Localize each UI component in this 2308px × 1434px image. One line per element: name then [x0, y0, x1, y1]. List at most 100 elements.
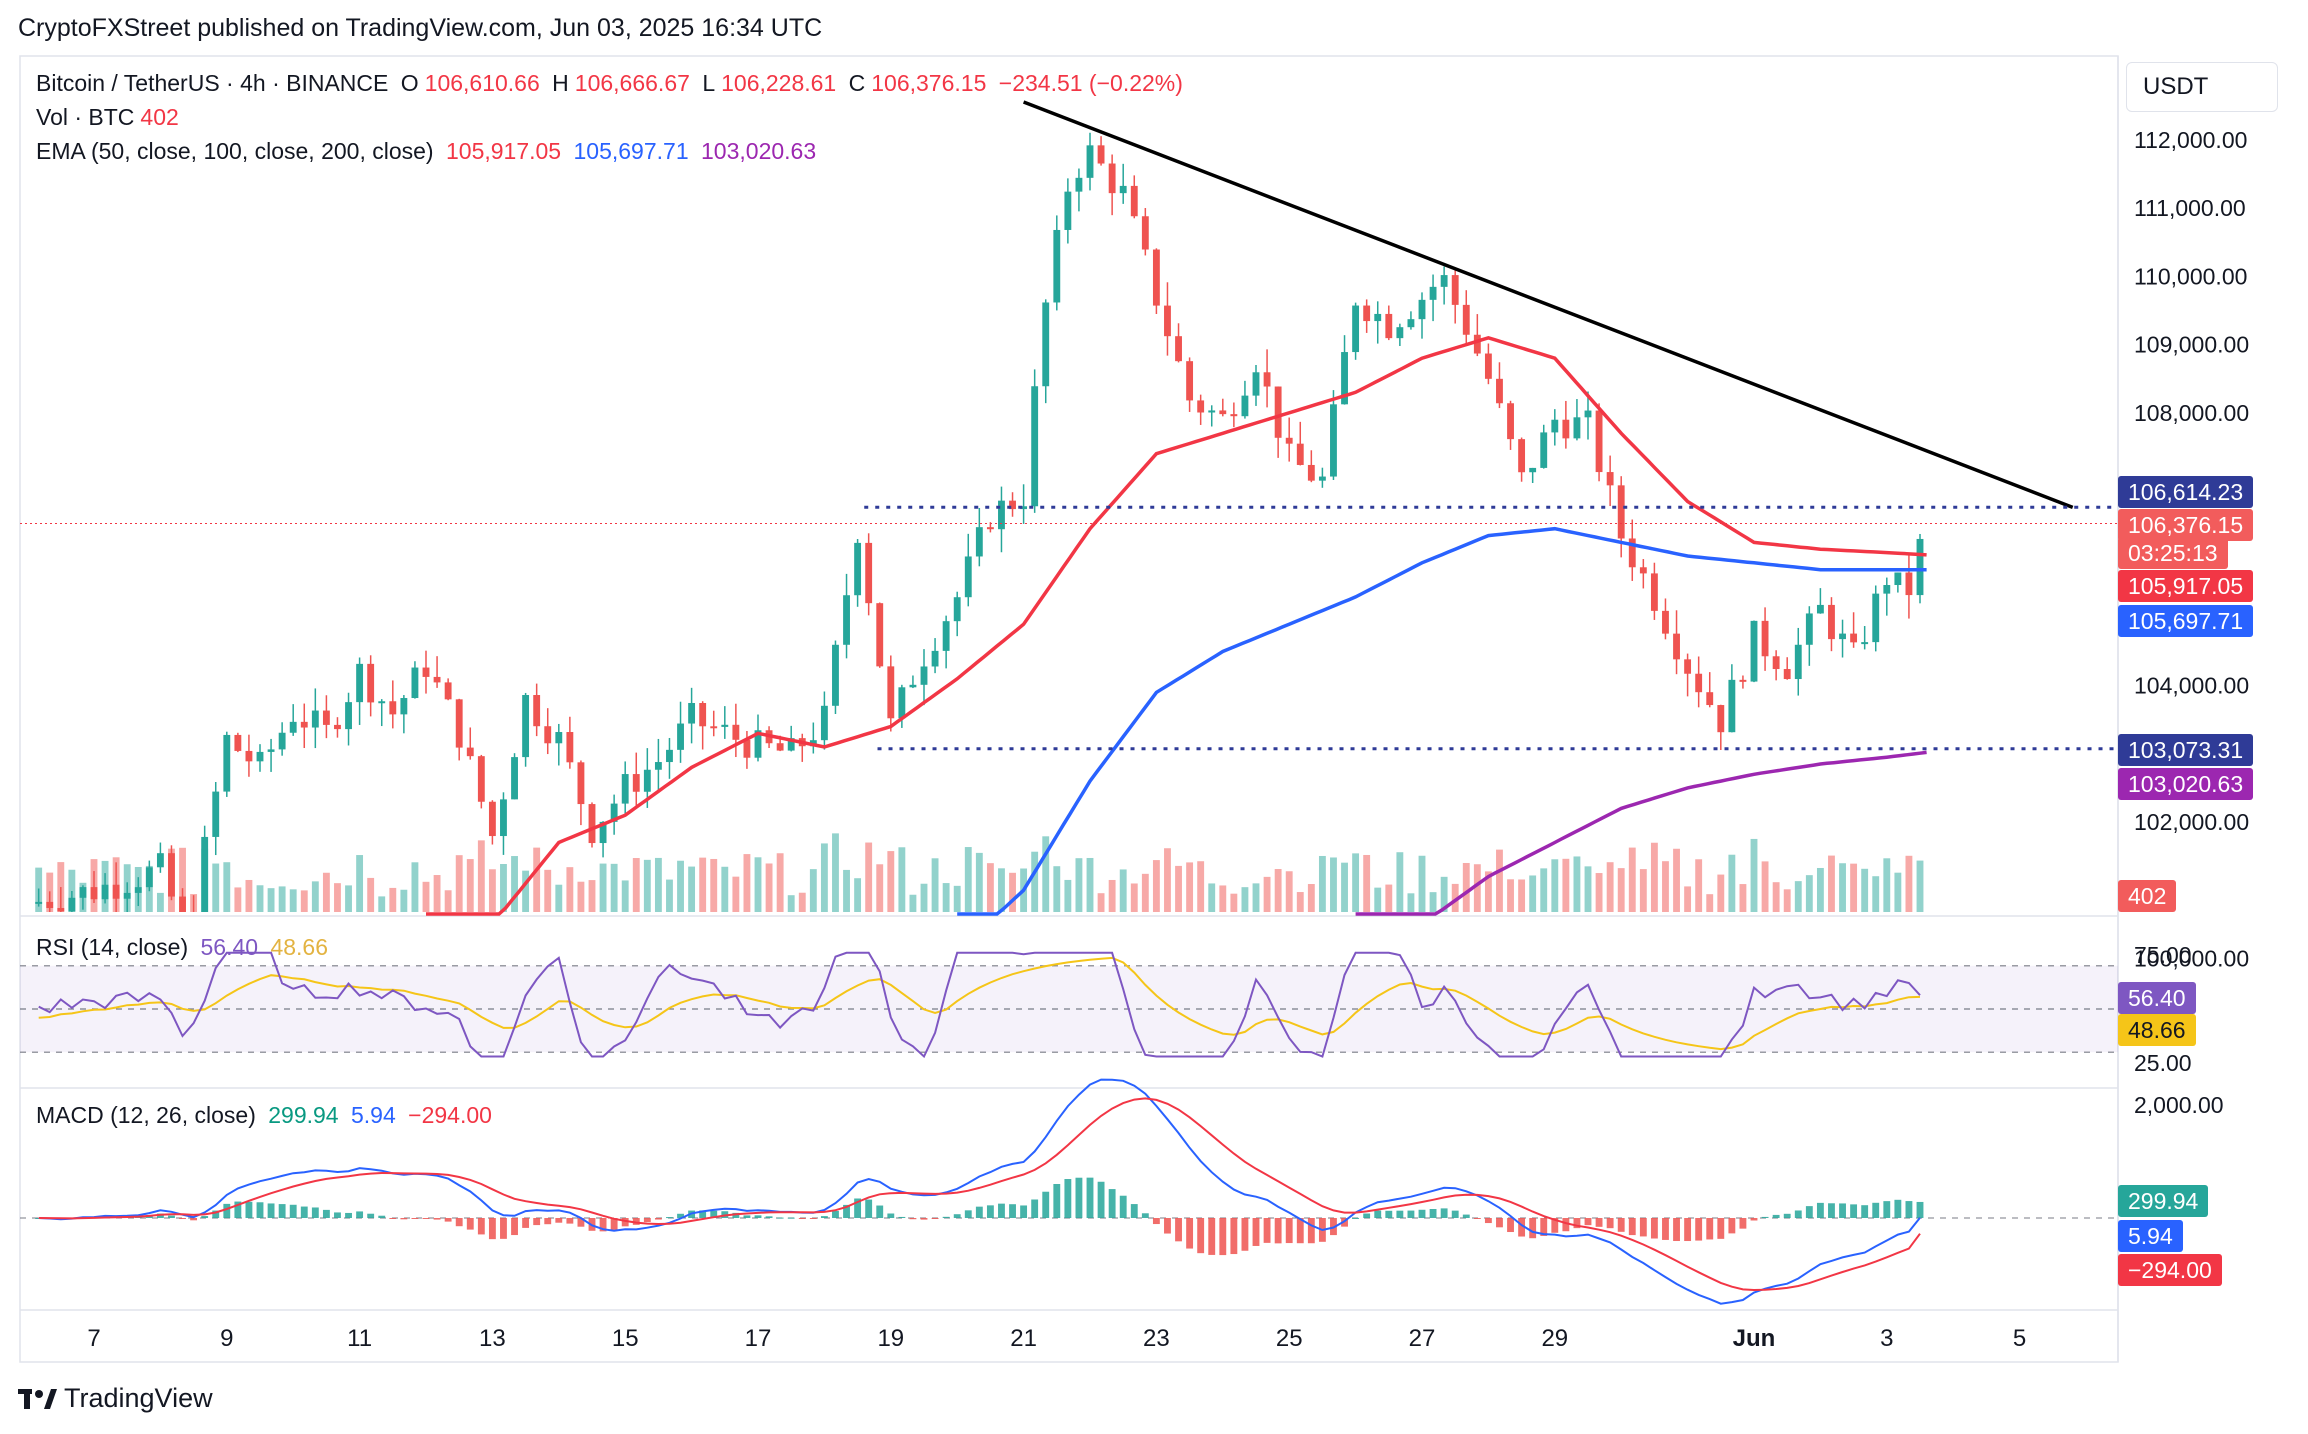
close-label: C	[848, 70, 866, 96]
macd-hist-bar	[1252, 1218, 1260, 1246]
rsi-tick-label: 25.00	[2134, 1050, 2192, 1076]
candle-body	[887, 666, 895, 719]
volume-bar	[1241, 887, 1249, 912]
symbol-legend: Bitcoin / TetherUS · 4h · BINANCE O 106,6…	[36, 70, 1189, 97]
candle-body	[1429, 286, 1437, 300]
candle-body	[289, 721, 297, 733]
volume-bar	[776, 853, 784, 912]
volume-bar	[322, 872, 330, 912]
macd-hist-bar	[1385, 1210, 1393, 1218]
macd-hist-bar	[1507, 1218, 1514, 1233]
macd-hist-bar	[1850, 1204, 1858, 1218]
price-tick-label: 110,000.00	[2134, 263, 2247, 289]
volume-bar	[367, 877, 375, 912]
macd-hist-bar	[953, 1214, 961, 1218]
volume-bar	[787, 895, 795, 912]
candle-body	[123, 892, 131, 899]
macd-hist-bar	[1407, 1210, 1415, 1218]
symbol-name[interactable]: Bitcoin / TetherUS · 4h · BINANCE	[36, 70, 389, 96]
candle-body	[1263, 372, 1271, 387]
volume-bar	[1628, 847, 1636, 912]
macd-hist-bar	[1429, 1208, 1437, 1218]
low-value: 106,228.61	[721, 70, 837, 96]
macd-hist-bar	[1031, 1199, 1039, 1218]
macd-hist-bar	[444, 1218, 452, 1222]
volume-bar	[876, 864, 884, 912]
volume-label[interactable]: Vol · BTC	[36, 104, 135, 130]
macd-hist-bar	[1805, 1206, 1813, 1218]
macd-hist-bar	[1717, 1218, 1725, 1239]
volume-bar	[1617, 868, 1625, 912]
candle-body	[1529, 467, 1537, 473]
macd-hist-bar	[876, 1205, 884, 1218]
candle-body	[1872, 593, 1880, 643]
macd-hist-bar	[522, 1218, 530, 1228]
x-tick-label: 13	[479, 1325, 506, 1352]
volume-bar	[156, 892, 164, 912]
volume-bar	[1252, 883, 1260, 912]
candle-body	[1374, 313, 1382, 322]
candle-body	[1584, 410, 1592, 418]
macd-hist-bar	[599, 1218, 607, 1232]
currency-unit-selector[interactable]: USDT	[2126, 62, 2278, 112]
candle-body	[1551, 419, 1559, 433]
macd-hist-bar	[1075, 1177, 1083, 1218]
candle-body	[1285, 437, 1293, 444]
candle-body	[1850, 633, 1858, 643]
macd-hist-bar	[1274, 1218, 1282, 1244]
price-tag: 402	[2118, 880, 2177, 912]
macd-hist-bar	[1440, 1208, 1448, 1218]
candle-body	[654, 762, 662, 770]
macd-hist-bar	[666, 1217, 673, 1219]
macd-hist-bar	[1119, 1195, 1127, 1218]
volume-bar	[477, 840, 485, 912]
volume-bar	[544, 869, 552, 912]
volume-bar	[1097, 893, 1105, 912]
candle-body	[378, 701, 386, 704]
price-tag: 03:25:13	[2118, 537, 2228, 569]
macd-hist-bar	[1484, 1218, 1492, 1224]
x-tick-label: 7	[87, 1325, 100, 1352]
macd-hist-bar	[743, 1215, 751, 1218]
volume-bar	[854, 878, 862, 912]
macd-hist-bar	[1130, 1204, 1138, 1218]
volume-bar	[820, 843, 828, 912]
candle-body	[566, 732, 574, 763]
candle-body	[444, 682, 452, 700]
candle-body	[1606, 472, 1614, 486]
candle-body	[632, 774, 640, 792]
volume-bar	[721, 866, 729, 912]
volume-bar	[1496, 849, 1503, 912]
macd-hist-bar	[1097, 1181, 1105, 1218]
rsi-ma-value: 48.66	[270, 934, 329, 960]
volume-bar	[1130, 883, 1138, 912]
volume-bar	[1208, 883, 1216, 912]
macd-hist-bar	[1374, 1210, 1382, 1218]
macd-hist-bar	[256, 1202, 264, 1218]
volume-bar	[422, 881, 430, 912]
macd-hist-bar	[322, 1209, 330, 1218]
rsi-label[interactable]: RSI (14, close)	[36, 934, 189, 960]
candle-body	[621, 774, 629, 804]
volume-bar	[710, 858, 718, 912]
candle-body	[1451, 275, 1459, 305]
candle-body	[1108, 163, 1116, 194]
candle-body	[1230, 414, 1238, 417]
volume-bar	[1086, 857, 1094, 912]
macd-hist-bar	[1839, 1203, 1846, 1218]
candle-body	[90, 887, 98, 900]
candle-body	[898, 687, 906, 719]
rsi-tag: 56.40	[2118, 982, 2196, 1014]
rsi-tag: 48.66	[2118, 1014, 2196, 1046]
macd-hist-bar	[1352, 1217, 1360, 1219]
macd-hist-bar	[1584, 1218, 1592, 1226]
macd-label[interactable]: MACD (12, 26, close)	[36, 1102, 256, 1128]
volume-bar	[643, 859, 651, 912]
volume-bar	[1650, 842, 1658, 912]
tradingview-logo[interactable]: TradingView	[18, 1383, 213, 1414]
ema-label[interactable]: EMA (50, close, 100, close, 200, close)	[36, 138, 434, 164]
macd-hist-bar	[1861, 1205, 1869, 1218]
macd-hist-bar	[1241, 1218, 1249, 1251]
macd-hist-bar	[1496, 1218, 1503, 1228]
volume-bar	[1418, 855, 1426, 912]
